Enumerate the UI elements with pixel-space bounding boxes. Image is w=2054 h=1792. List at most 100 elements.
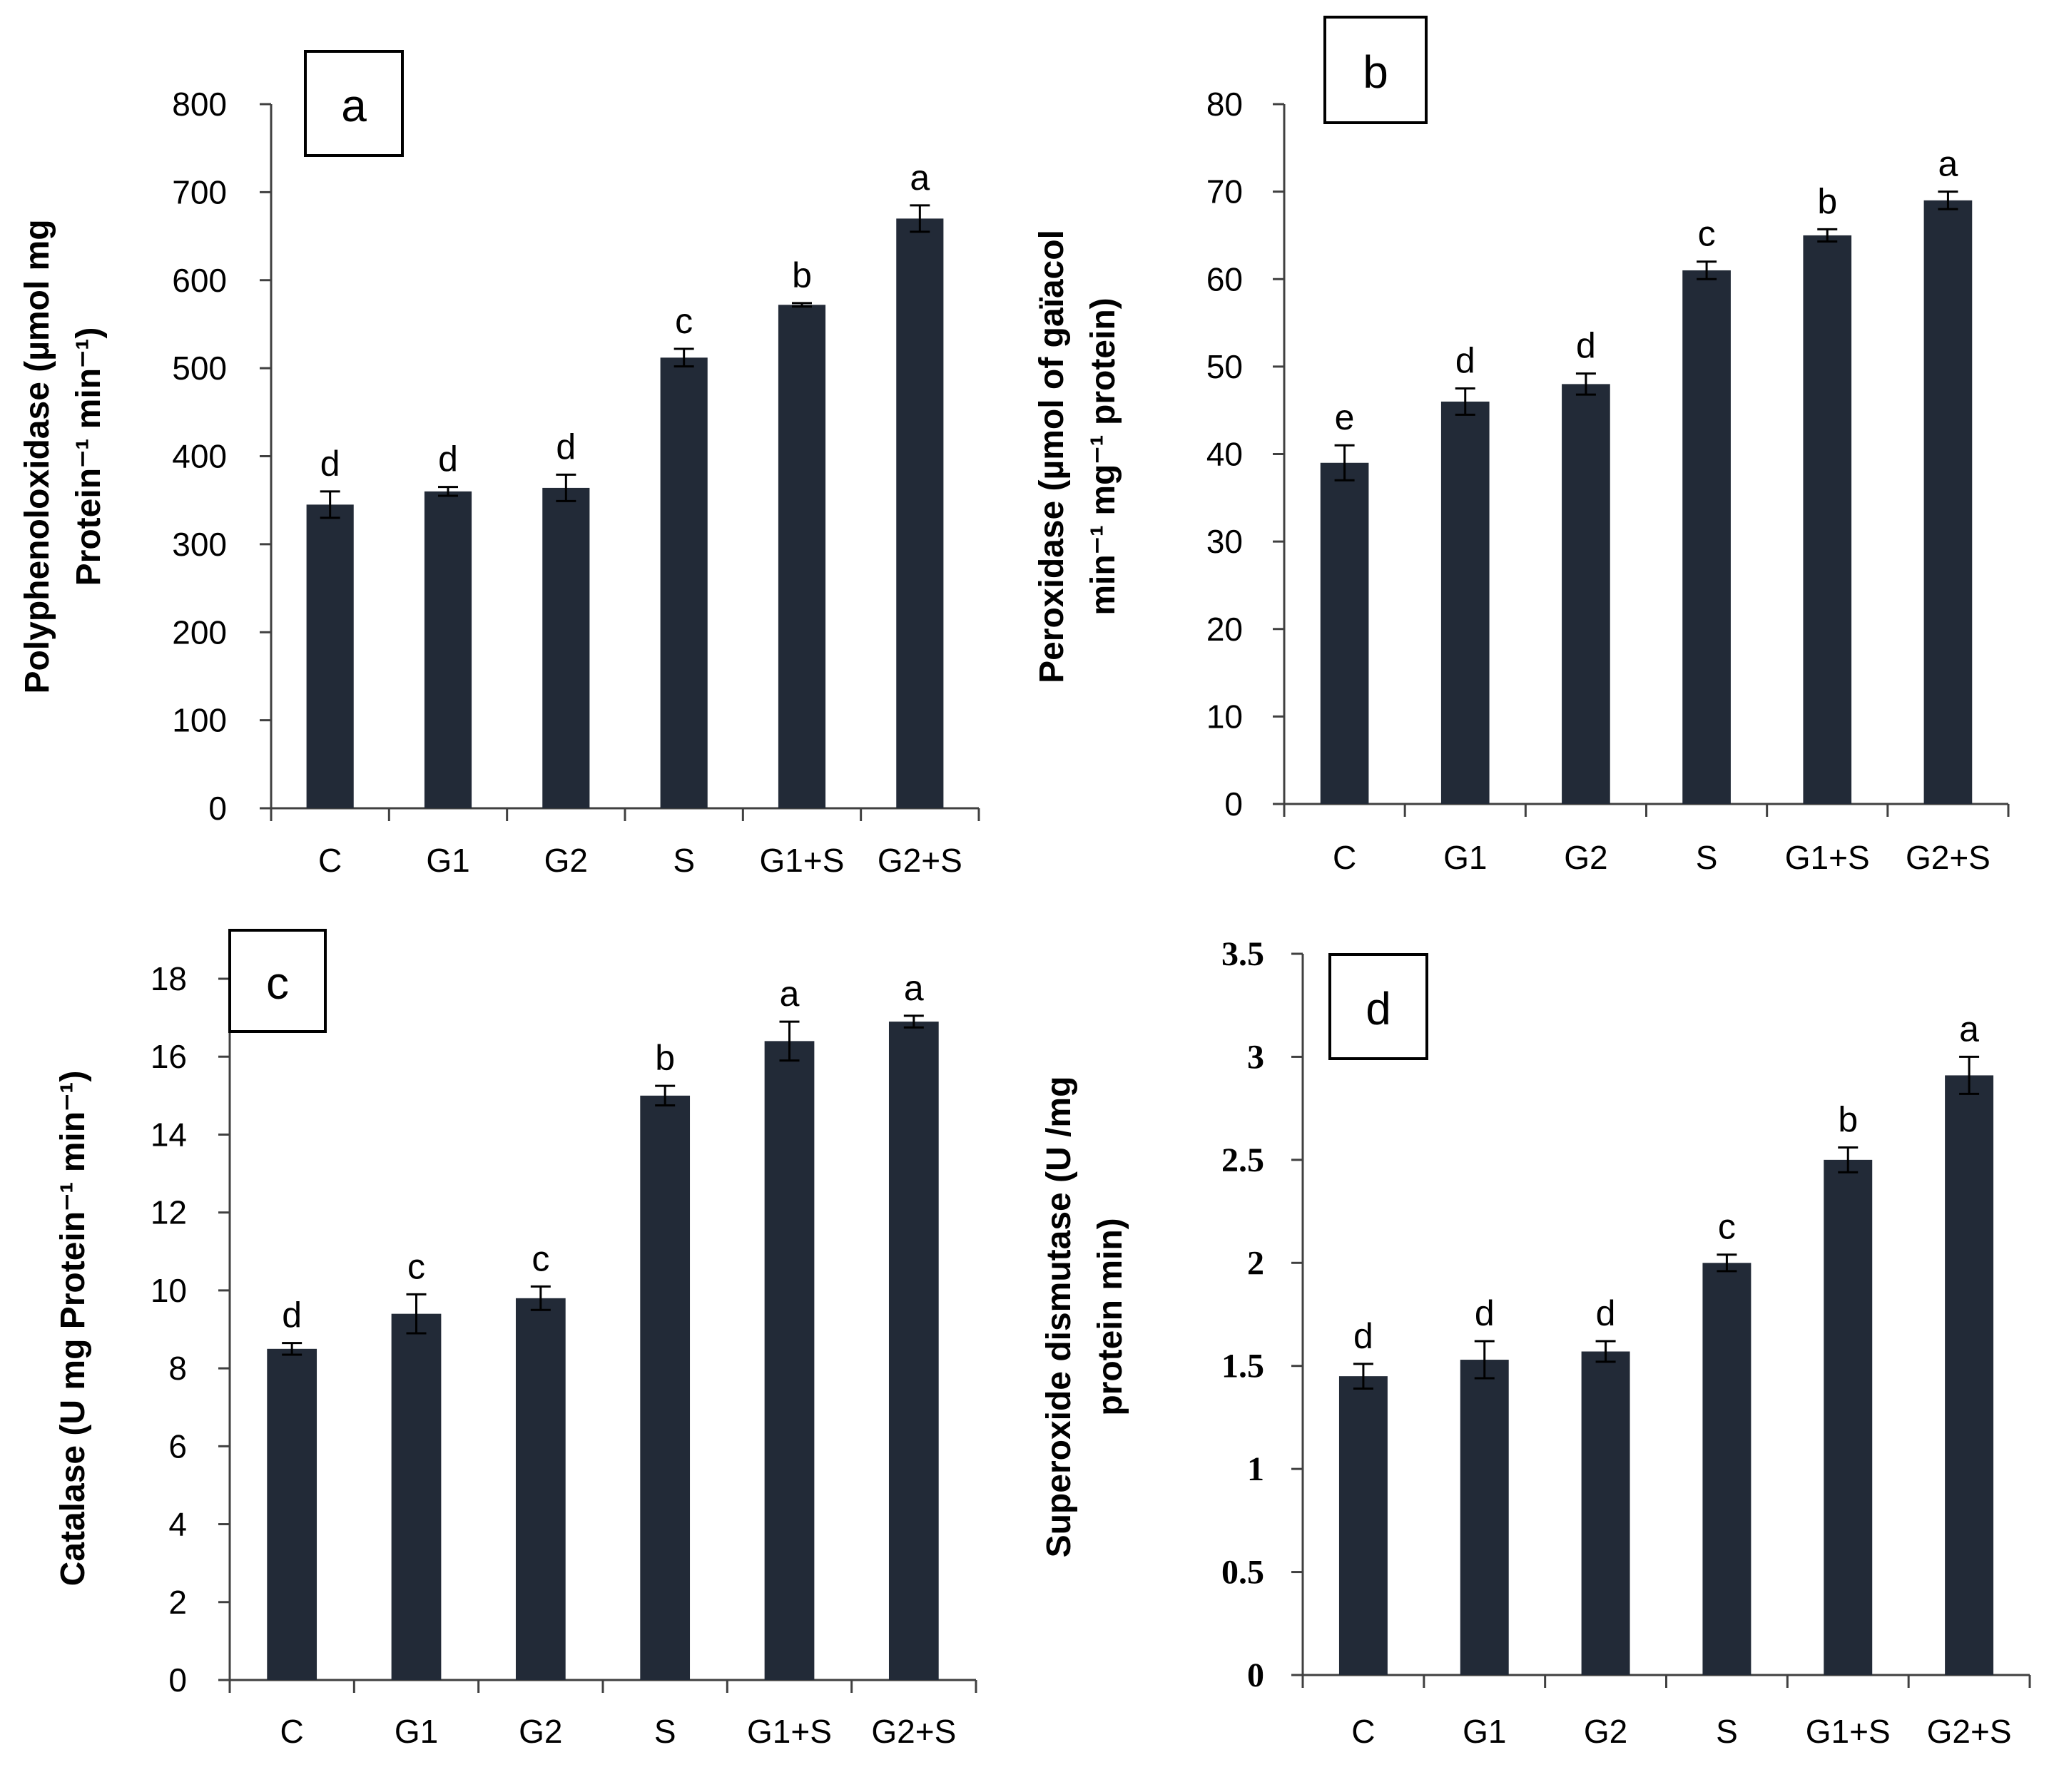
- significance-letter: c: [675, 301, 693, 341]
- significance-letter: c: [407, 1246, 425, 1286]
- panel-tag-box: [228, 929, 327, 1033]
- bar-g1-plus-s: [1824, 1159, 1873, 1675]
- x-tick-label: G2+S: [1927, 1713, 2012, 1750]
- x-tick-label: G1: [1443, 839, 1487, 876]
- y-axis-title: min⁻¹ mg⁻¹ protein): [1084, 297, 1122, 615]
- significance-letter: c: [1718, 1207, 1736, 1247]
- y-axis-title: Catalase (U mg Protein⁻¹ min⁻¹): [54, 1071, 92, 1587]
- y-tick-label: 16: [151, 1038, 187, 1075]
- significance-letter: b: [1838, 1100, 1858, 1140]
- bar-g2-plus-s: [888, 1022, 939, 1680]
- y-tick-label: 50: [1206, 348, 1243, 385]
- significance-letter: c: [532, 1238, 549, 1278]
- bar-s: [1702, 1263, 1752, 1675]
- panel-tag-box: [1328, 953, 1428, 1060]
- panel-c-chart: 0 2 4 6 8 10 12 14 16 18 d Cc G1 c G2 b Sa G1+S a G2+S c Cata…: [54, 929, 977, 1750]
- y-tick-label: 40: [1206, 436, 1243, 473]
- panel-tag-box: [1323, 16, 1428, 124]
- significance-letter: d: [1353, 1316, 1373, 1356]
- panel-tag-label: b: [1363, 46, 1388, 98]
- y-tick-label: 1.5: [1221, 1348, 1264, 1385]
- bar-g2-plus-s: [1945, 1075, 1994, 1675]
- y-tick-label: 3: [1247, 1038, 1264, 1076]
- bar-c: [267, 1348, 317, 1680]
- bar-g1: [391, 1313, 442, 1680]
- significance-letter: d: [1596, 1293, 1616, 1333]
- bar-c: [306, 504, 354, 808]
- y-tick-label: 0: [168, 1661, 187, 1699]
- x-tick-label: G2+S: [878, 842, 962, 879]
- panel-d-chart: 0 0.5 1 1.5 2 2.5 3 3.5 d Cd G1 d G2 c Sb G1+S a G2+S d Sup…: [1040, 935, 2031, 1750]
- bar-c: [1338, 1376, 1388, 1675]
- bar-g1-plus-s: [764, 1041, 815, 1680]
- y-axis-title: protein min): [1092, 1218, 1129, 1415]
- y-axis-title: Protein⁻¹ min⁻¹): [70, 327, 108, 586]
- bar-g2: [542, 487, 590, 808]
- x-tick-label: C: [1333, 839, 1356, 876]
- significance-letter: a: [910, 158, 930, 198]
- bar-c: [1320, 462, 1369, 804]
- y-tick-label: 6: [168, 1427, 187, 1465]
- significance-letter: d: [438, 439, 458, 479]
- bar-s: [640, 1095, 691, 1680]
- bar-g2-plus-s: [896, 218, 944, 808]
- bar-g2: [1562, 384, 1610, 804]
- x-tick-label: C: [280, 1713, 304, 1750]
- y-tick-label: 4: [168, 1506, 187, 1543]
- y-tick-label: 400: [172, 438, 227, 475]
- y-tick-label: 2: [1247, 1244, 1264, 1282]
- y-tick-label: 10: [151, 1272, 187, 1309]
- y-tick-label: 700: [172, 173, 227, 210]
- x-tick-label: G2: [544, 842, 588, 879]
- y-tick-label: 300: [172, 526, 227, 563]
- significance-letter: d: [556, 427, 576, 467]
- x-tick-label: C: [1351, 1713, 1375, 1750]
- bar-g1: [424, 491, 472, 808]
- x-tick-label: G1+S: [760, 842, 845, 879]
- bar-s: [660, 357, 708, 808]
- y-tick-label: 1: [1247, 1450, 1264, 1488]
- y-tick-label: 0: [1247, 1656, 1264, 1694]
- significance-letter: d: [1475, 1293, 1495, 1333]
- bar-g1-plus-s: [778, 305, 826, 808]
- x-tick-label: G2+S: [871, 1713, 956, 1750]
- y-tick-label: 200: [172, 614, 227, 651]
- x-tick-label: S: [673, 842, 695, 879]
- y-axis-title: Peroxidase (µmol of gaïacol: [1033, 230, 1071, 683]
- y-tick-label: 8: [168, 1350, 187, 1387]
- y-tick-label: 0: [1224, 785, 1243, 823]
- y-axis-title: Superoxide dismutase (U /mg: [1040, 1076, 1078, 1558]
- x-tick-label: C: [318, 842, 342, 879]
- panel-tag-label: c: [266, 957, 289, 1009]
- x-tick-label: S: [654, 1713, 676, 1750]
- significance-letter: e: [1335, 397, 1355, 437]
- significance-letter: d: [1576, 326, 1596, 366]
- x-tick-label: G2: [1564, 839, 1607, 876]
- bar-g2: [1581, 1351, 1630, 1675]
- x-tick-label: G2: [519, 1713, 562, 1750]
- x-tick-label: G2+S: [1906, 839, 1991, 876]
- bar-g1: [1440, 401, 1490, 804]
- y-tick-label: 14: [151, 1116, 187, 1153]
- significance-letter: b: [1817, 181, 1837, 221]
- y-tick-label: 10: [1206, 698, 1243, 735]
- panel-a-chart: 0 100 200 300 400 500 600 700 800 d Cd G1 d G2 c Sb G1+S…: [19, 50, 980, 879]
- bar-g2: [515, 1298, 566, 1680]
- significance-letter: d: [1455, 341, 1475, 381]
- x-tick-label: G1: [1463, 1713, 1506, 1750]
- y-tick-label: 30: [1206, 523, 1243, 560]
- y-tick-label: 0: [208, 790, 227, 827]
- bar-g2-plus-s: [1923, 200, 1973, 804]
- y-tick-label: 0.5: [1221, 1554, 1264, 1592]
- y-tick-label: 800: [172, 86, 227, 123]
- significance-letter: a: [904, 968, 924, 1008]
- y-tick-label: 2.5: [1221, 1141, 1264, 1179]
- x-tick-label: S: [1716, 1713, 1738, 1750]
- y-tick-label: 12: [151, 1194, 187, 1231]
- y-tick-label: 70: [1206, 173, 1243, 210]
- significance-letter: b: [792, 255, 812, 295]
- significance-letter: d: [320, 444, 340, 484]
- bar-s: [1682, 270, 1731, 804]
- significance-letter: d: [282, 1295, 302, 1335]
